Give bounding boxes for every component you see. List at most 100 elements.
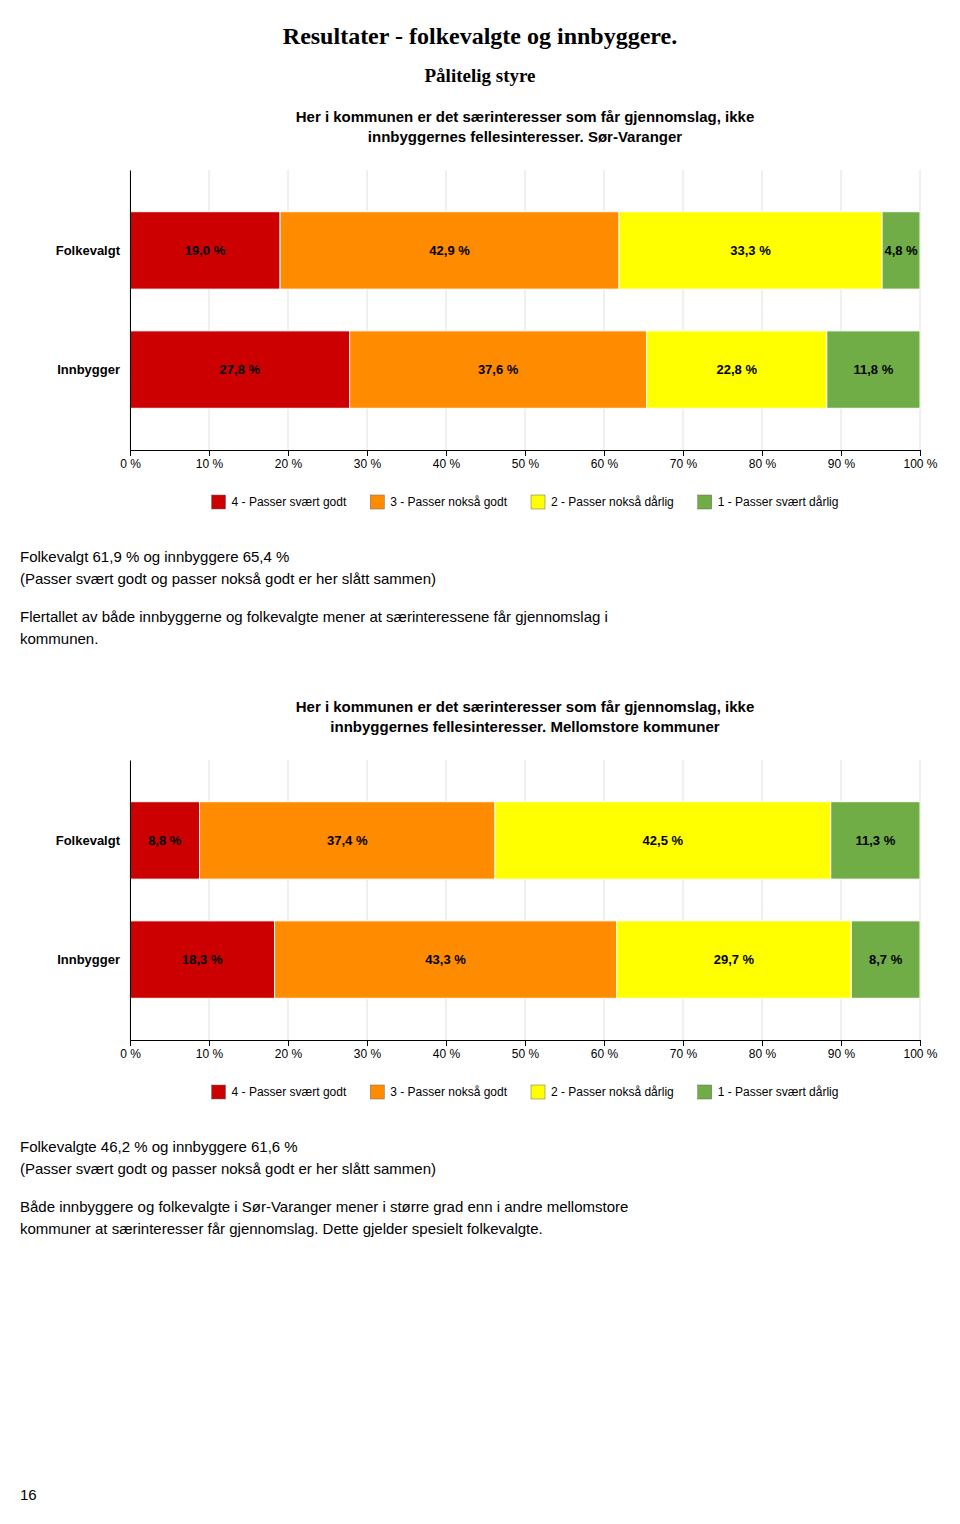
legend-item: 2 - Passer nokså dårlig [531,495,674,509]
legend-label: 3 - Passer nokså godt [390,495,507,509]
y-tick: Folkevalgt [56,833,121,848]
y-tick-label: Innbygger [57,952,120,967]
chart-title: innbyggernes fellesinteresser. Mellomsto… [330,718,719,735]
note-text: Folkevalgt 61,9 % og innbyggere 65,4 % [20,548,289,565]
grid-line [130,760,131,1040]
x-tick: 20 % [275,1040,303,1061]
x-tick: 80 % [749,1040,777,1061]
data-label: 42,5 % [643,833,684,848]
bar-segment [882,212,920,289]
x-tick-label: 0 % [120,1047,141,1061]
data-label: 18,3 % [182,952,223,967]
bar-segment [851,921,920,998]
x-tick-label: 40 % [433,1047,461,1061]
data-label: 8,8 % [148,833,182,848]
legend-label: 4 - Passer svært godt [232,495,347,509]
legend-item: 2 - Passer nokså dårlig [531,1085,674,1099]
x-tick-label: 0 % [120,457,141,471]
note-text: Flertallet av både innbyggerne og folkev… [20,608,608,625]
x-axis-line [131,451,921,457]
x-tick: 10 % [196,1040,224,1061]
x-tick-label: 90 % [828,1047,856,1061]
bar-segment [130,331,350,408]
x-tick: 80 % [749,450,777,471]
x-tick-mark [762,1040,763,1046]
x-tick-label: 10 % [196,1047,224,1061]
x-tick: 0 % [120,450,141,471]
note-text: kommuner at særinteresser får gjennomsla… [20,1220,543,1237]
x-tick-mark [446,1040,447,1046]
x-tick-mark [683,450,684,456]
data-label: 37,6 % [478,362,519,377]
y-tick-label: Innbygger [57,362,120,377]
x-tick-mark [288,1040,289,1046]
x-tick-mark [920,450,921,456]
notes: Folkevalgte 46,2 % og innbyggere 61,6 %(… [20,1138,628,1237]
bar-segment [831,802,920,879]
legend-label: 4 - Passer svært godt [232,1085,347,1099]
legend-swatch [698,1085,712,1099]
y-tick-label: Folkevalgt [56,833,121,848]
legend-item: 1 - Passer svært dårlig [698,495,839,509]
x-tick: 10 % [196,450,224,471]
legend-label: 2 - Passer nokså dårlig [551,495,674,509]
bar-segment [280,212,619,289]
bar-segment [130,802,200,879]
x-tick-mark [841,450,842,456]
legend-item: 3 - Passer nokså godt [370,495,507,509]
x-tick-label: 20 % [275,1047,303,1061]
page-number: 16 [20,1486,37,1503]
legend: 4 - Passer svært godt 3 - Passer nokså go… [212,495,839,509]
note-text: (Passer svært godt og passer nokså godt … [20,1160,436,1177]
bar-segment [495,802,831,879]
x-tick-label: 100 % [903,457,937,471]
x-tick: 60 % [591,450,619,471]
page-title: Resultater - folkevalgte og innbyggere. [283,23,677,49]
x-tick-label: 10 % [196,457,224,471]
x-tick-label: 80 % [749,1047,777,1061]
chart-title: Her i kommunen er det særinteresser som … [296,698,755,715]
x-tick-mark [209,450,210,456]
x-tick: 90 % [828,1040,856,1061]
x-tick-label: 70 % [670,1047,698,1061]
x-tick-mark [920,1040,921,1046]
x-tick: 70 % [670,450,698,471]
x-tick-mark [288,450,289,456]
legend-label: 1 - Passer svært dårlig [718,1085,839,1099]
x-tick: 0 % [120,1040,141,1061]
x-tick-mark [604,450,605,456]
x-tick-mark [130,1040,131,1046]
x-tick-mark [604,1040,605,1046]
y-tick-label: Folkevalgt [56,243,121,258]
x-tick: 70 % [670,1040,698,1061]
legend-swatch [531,495,545,509]
data-label: 8,7 % [869,952,903,967]
legend-item: 3 - Passer nokså godt [370,1085,507,1099]
x-axis: 0 %10 %20 %30 %40 %50 %60 %70 %80 %90 %1… [120,1040,938,1061]
data-label: 33,3 % [730,243,771,258]
x-tick-label: 100 % [903,1047,937,1061]
legend-swatch [212,1085,226,1099]
chart-title: innbyggernes fellesinteresser. Sør-Varan… [368,128,682,145]
x-tick-mark [525,1040,526,1046]
bar-segment [827,331,920,408]
note-text: (Passer svært godt og passer nokså godt … [20,570,436,587]
x-axis-line [131,1041,921,1047]
x-tick: 40 % [433,450,461,471]
data-label: 11,3 % [855,833,895,848]
legend-swatch [212,495,226,509]
y-tick: Folkevalgt [56,243,121,258]
x-tick-label: 50 % [512,1047,540,1061]
y-axis-line [130,171,131,451]
x-tick-mark [367,1040,368,1046]
x-tick-label: 80 % [749,457,777,471]
grid-line [130,170,131,450]
y-tick: Innbygger [57,362,120,377]
x-tick: 20 % [275,450,303,471]
notes: Folkevalgt 61,9 % og innbyggere 65,4 % (P… [20,548,608,647]
bar-segment [350,331,647,408]
x-tick-label: 30 % [354,457,382,471]
legend-swatch [531,1085,545,1099]
legend-item: 4 - Passer svært godt [212,495,347,509]
y-axis: Folkevalgt Innbygger [56,761,131,1041]
